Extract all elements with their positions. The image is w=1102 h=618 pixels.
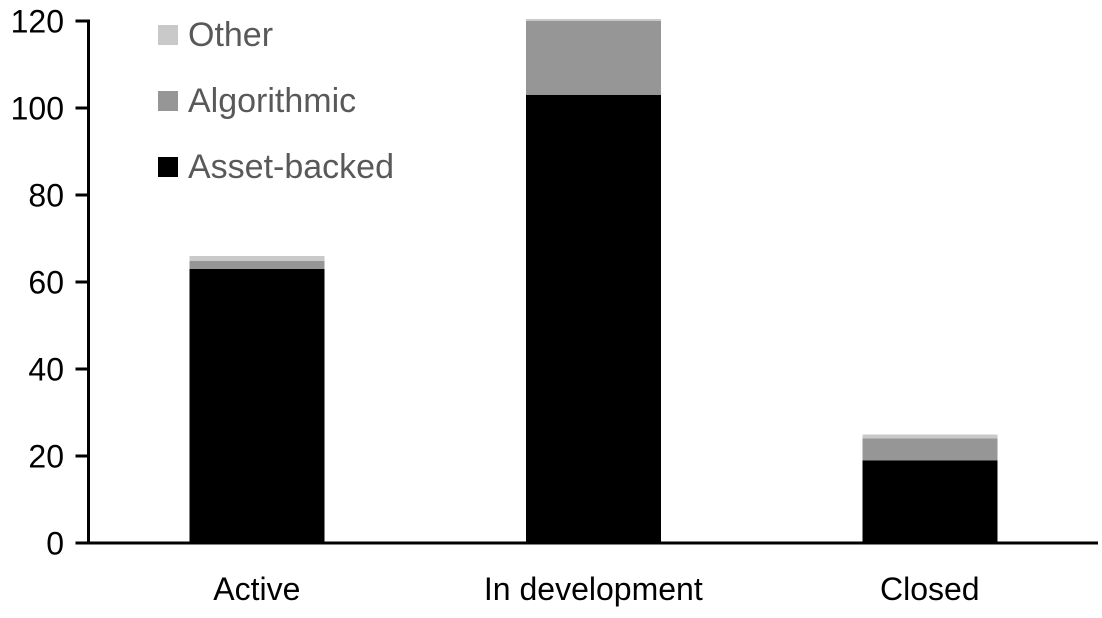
legend-swatch-other [158,25,178,45]
bar-segment-active-algorithmic [189,260,325,269]
legend-item-asset-backed: Asset-backed [158,150,394,184]
bar-segment-active-other [189,255,325,261]
legend-item-other: Other [158,18,273,52]
legend-label-asset-backed: Asset-backed [188,148,394,186]
bar-segment-in-development-other [525,18,661,21]
legend-label-other: Other [188,16,274,54]
x-axis-label-active: Active [213,571,300,607]
bar-segment-closed-asset-backed [862,460,998,543]
x-axis-label-in-development: In development [484,571,703,607]
bar-segment-active-asset-backed [189,269,325,543]
y-axis-tick-label-60: 60 [28,265,64,301]
legend-swatch-algorithmic [158,91,178,111]
bar-segment-closed-algorithmic [862,438,998,461]
bar-segment-in-development-algorithmic [525,21,661,95]
bar-segment-closed-other [862,434,998,439]
y-axis-tick-label-20: 20 [28,439,64,475]
x-axis-label-closed: Closed [880,571,980,607]
y-axis-tick-label-120: 120 [11,4,64,40]
y-axis-tick-label-0: 0 [46,526,64,562]
y-axis-tick-label-40: 40 [28,352,64,388]
y-axis-tick-label-100: 100 [11,91,64,127]
legend-item-algorithmic: Algorithmic [158,84,356,118]
legend-swatch-asset-backed [158,157,178,177]
bar-segment-in-development-asset-backed [525,95,661,543]
legend-label-algorithmic: Algorithmic [188,82,357,120]
y-axis-tick-label-80: 80 [28,178,64,214]
